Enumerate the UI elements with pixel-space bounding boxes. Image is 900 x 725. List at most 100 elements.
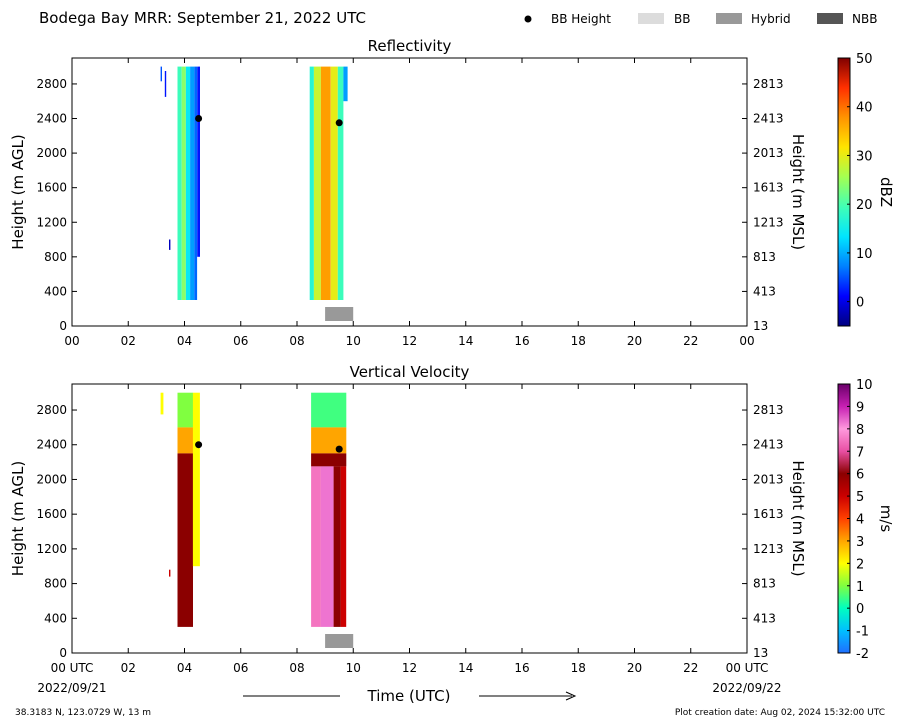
echo-column (343, 66, 348, 102)
x-tick-label: 08 (289, 661, 304, 675)
x-tick-label: 06 (233, 661, 248, 675)
echo-column (177, 453, 193, 627)
y-tick-label-right: 413 (753, 284, 776, 298)
y-tick-label: 400 (44, 284, 67, 298)
colorbar-tick-label: 8 (856, 423, 864, 438)
y-tick-label: 2000 (36, 146, 67, 160)
y-tick-label: 1200 (36, 215, 67, 229)
y-tick-label: 800 (44, 250, 67, 264)
echo-column (169, 569, 171, 577)
y-axis-label: Height (m AGL) (9, 134, 27, 249)
x-tick-label: 18 (571, 334, 586, 348)
x-tick-label: 10 (346, 661, 361, 675)
echo-column (169, 239, 171, 250)
x-tick-label: 12 (402, 661, 417, 675)
echo-column (160, 392, 164, 415)
echo-column (313, 66, 321, 300)
x-tick-label: 20 (627, 334, 642, 348)
echo-column (311, 453, 347, 467)
echo-column (177, 392, 193, 428)
y-tick-label-right: 813 (753, 250, 776, 264)
x-tick-label: 06 (233, 334, 248, 348)
x-tick-label: 04 (177, 334, 192, 348)
y-tick-label: 2800 (36, 77, 67, 91)
bb-legend: BB Height BB Hybrid NBB (524, 12, 877, 26)
echo-column (177, 427, 193, 454)
x-tick-label: 16 (514, 661, 529, 675)
plot-frame (71, 383, 748, 654)
y-tick-label: 2800 (36, 403, 67, 417)
time-axis-label: Time (UTC) (367, 687, 451, 705)
plot-frame (71, 57, 748, 327)
echo-column (192, 392, 200, 567)
colorbar-tick-label: 4 (856, 513, 864, 528)
y-tick-label-right: 2013 (753, 472, 784, 486)
colorbar-tick-label: 10 (856, 378, 873, 393)
colorbar-tick-label: -2 (856, 647, 869, 662)
echo-column (177, 66, 182, 300)
echo-column (197, 66, 200, 257)
y-tick-label-right: 2813 (753, 403, 784, 417)
echo-column (185, 66, 191, 300)
y-tick-label-right: 813 (753, 577, 776, 591)
x-tick-label: 04 (177, 661, 192, 675)
location-text: 38.3183 N, 123.0729 W, 13 m (15, 708, 151, 718)
echo-column (320, 66, 331, 300)
colorbar-tick-label: 9 (856, 400, 864, 415)
bb-height-point (335, 445, 343, 453)
x-tick-label: 00 UTC (51, 661, 94, 675)
colorbar-tick-label: 0 (856, 296, 864, 311)
y-tick-label-right: 1213 (753, 215, 784, 229)
y-tick-label: 1600 (36, 181, 67, 195)
x-tick-label: 10 (346, 334, 361, 348)
bb-height-point (195, 441, 203, 449)
y-tick-label-right: 13 (753, 319, 768, 333)
y-tick-label: 2400 (36, 112, 67, 126)
colorbar-tick-label: 6 (856, 468, 864, 483)
x-tick-label: 02 (121, 661, 136, 675)
reflectivity-panel: 00 02 04 06 08 10 12 14 16 18 20 22 0004008001200160… (9, 37, 895, 348)
colorbar-tick-label: 1 (856, 580, 864, 595)
x-tick-label: 16 (514, 334, 529, 348)
colorbar-label: dBZ (877, 177, 895, 207)
creation-date-text: Plot creation date: Aug 02, 2024 15:32:0… (675, 708, 885, 718)
colorbar-tick-label: 50 (856, 52, 873, 67)
bb-type-bar (325, 634, 354, 648)
colorbar-tick-label: -1 (856, 625, 869, 640)
x-tick-label: 18 (571, 661, 586, 675)
y-tick-label-right: 2413 (753, 112, 784, 126)
legend-bb-swatch (638, 13, 664, 24)
legend-hybrid-swatch (716, 13, 742, 24)
echo-column (311, 466, 321, 627)
y-tick-label: 0 (59, 319, 67, 333)
y-tick-label-right: 1613 (753, 181, 784, 195)
y-tick-label: 800 (44, 577, 67, 591)
echo-column (330, 66, 338, 300)
echo-column (160, 66, 162, 82)
legend-nbb-swatch (817, 13, 843, 24)
y-axis-label-right: Height (m MSL) (789, 134, 807, 250)
legend-bb-height-dot (524, 15, 532, 23)
bb-height-point (335, 119, 343, 127)
y-tick-label: 2400 (36, 438, 67, 452)
colorbar-tick-label: 40 (856, 101, 873, 116)
x-tick-label: 00 UTC (726, 661, 769, 675)
colorbar-tick-label: 30 (856, 149, 873, 164)
legend-bb-label: BB (674, 12, 690, 26)
y-axis-label-right: Height (m MSL) (789, 460, 807, 576)
y-tick-label-right: 1613 (753, 507, 784, 521)
echo-column (333, 466, 341, 627)
y-tick-label: 400 (44, 611, 67, 625)
y-tick-label-right: 2013 (753, 146, 784, 160)
footer: 2022/09/21 2022/09/22 Time (UTC) 38.3183… (15, 681, 885, 718)
legend-bb-height-label: BB Height (551, 12, 611, 26)
x-tick-label: 00 (739, 334, 754, 348)
bb-type-bar (325, 307, 354, 321)
echo-column (164, 71, 167, 97)
y-tick-label-right: 13 (753, 646, 768, 660)
colorbar-tick-label: 5 (856, 490, 864, 505)
x-tick-label: 08 (289, 334, 304, 348)
panel-title: Vertical Velocity (350, 363, 470, 381)
x-tick-label: 20 (627, 661, 642, 675)
